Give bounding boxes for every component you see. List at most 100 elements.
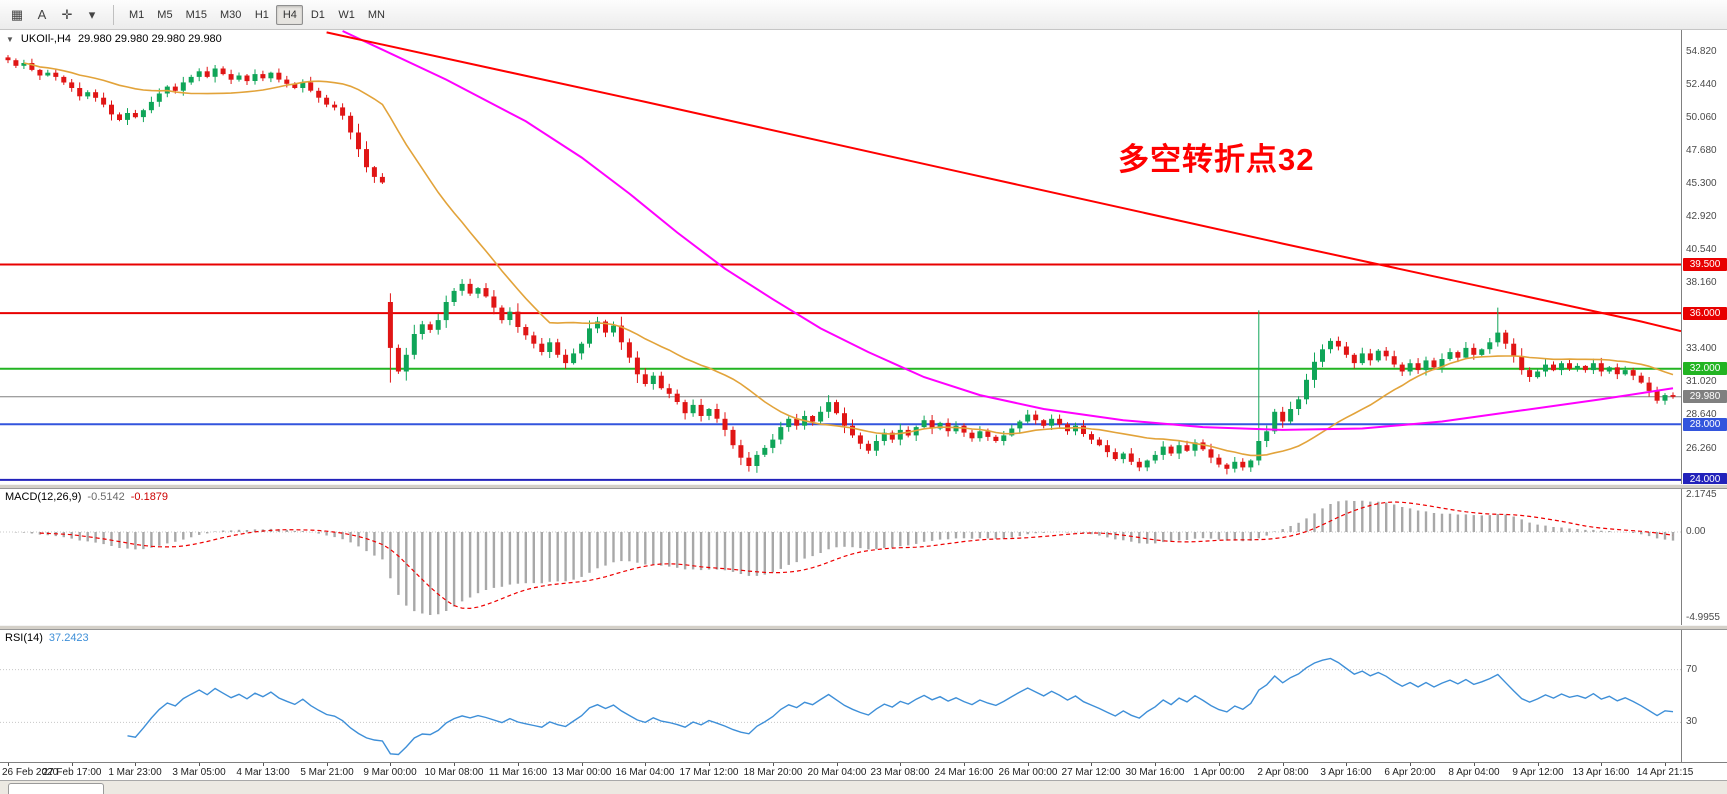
time-axis-label: 18 Mar 20:00: [743, 767, 803, 778]
time-axis-label: 6 Apr 20:00: [1384, 767, 1436, 778]
crosshair-icon[interactable]: ✛: [61, 6, 73, 22]
price-chart-canvas[interactable]: [0, 30, 1681, 484]
time-axis-label: 27 Mar 12:00: [1061, 767, 1121, 778]
time-axis-label: 26 Mar 00:00: [998, 767, 1058, 778]
price-axis-label: 52.440: [1686, 79, 1717, 90]
chart-annotation[interactable]: 多空转折点32: [1118, 142, 1315, 177]
timeframe-button-M15[interactable]: M15: [185, 8, 207, 21]
macd-signal-value: -0.1879: [130, 491, 169, 503]
time-tick: [837, 763, 838, 766]
time-axis[interactable]: 26 Feb 2020 27 Feb 17:00 1 Mar 23:00 3 Mar …: [0, 762, 1727, 780]
rsi-title: RSI(14) 37.2423: [5, 632, 89, 644]
time-tick: [518, 763, 519, 766]
price-axis-label: 50.060: [1686, 112, 1717, 123]
macd-main-value: -0.5142: [87, 491, 125, 503]
time-axis-label: 14 Apr 21:15: [1636, 767, 1694, 778]
rsi-axis-label: 70: [1686, 664, 1698, 675]
time-axis-label: 11 Mar 16:00: [488, 767, 548, 778]
price-badge-39.500: 39.500: [1683, 258, 1727, 271]
time-axis-label: 13 Mar 00:00: [552, 767, 612, 778]
time-axis-label: 23 Mar 08:00: [870, 767, 930, 778]
letter-a-tool-icon[interactable]: A: [37, 7, 47, 22]
time-tick: [1474, 763, 1475, 766]
red-trendline[interactable]: [326, 31, 1681, 333]
time-tick: [263, 763, 264, 766]
time-axis-label: 9 Apr 12:00: [1512, 767, 1564, 778]
panel-divider-rsi[interactable]: [0, 625, 1727, 630]
price-axis-label: 38.160: [1686, 277, 1717, 288]
time-tick: [645, 763, 646, 766]
ma-slow-line: [342, 30, 1674, 431]
toolbar-separator: [113, 4, 114, 25]
macd-axis-label: 0.00: [1686, 526, 1706, 537]
time-tick: [1219, 763, 1220, 766]
time-axis-label: 4 Mar 13:00: [236, 767, 290, 778]
time-tick: [135, 763, 136, 766]
time-axis-label: 16 Mar 04:00: [615, 767, 675, 778]
timeframe-group: M1 M5 M15 M30 H1 H4 D1 W1 MN: [123, 4, 391, 25]
time-tick: [964, 763, 965, 766]
price-badge-36.000: 36.000: [1683, 307, 1727, 320]
timeframe-button-MN[interactable]: MN: [367, 8, 385, 21]
timeframe-button-H4[interactable]: H4: [276, 4, 304, 25]
toolbar: ▦ A ✛ ▾ M1 M5 M15 M30 H1 H4 D1 W1 MN: [0, 0, 1727, 30]
timeframe-button-H1[interactable]: H1: [254, 8, 269, 21]
rsi-axis[interactable]: 70 30: [1681, 630, 1727, 762]
time-tick: [390, 763, 391, 766]
panel-divider-macd[interactable]: [0, 484, 1727, 489]
time-tick: [1091, 763, 1092, 766]
chart-tab-bar: [0, 780, 1727, 794]
rsi-panel[interactable]: RSI(14) 37.2423 70 30: [0, 630, 1727, 762]
time-axis-label: 1 Mar 23:00: [108, 767, 162, 778]
price-axis-label: 42.920: [1686, 211, 1717, 222]
macd-axis-label: 2.1745: [1686, 489, 1717, 500]
price-axis-label: 54.820: [1686, 46, 1717, 57]
price-axis-label: 47.680: [1686, 145, 1717, 156]
time-axis-label: 3 Apr 16:00: [1320, 767, 1372, 778]
price-axis[interactable]: 54.820 52.440 50.060 47.680 45.300 42.920 40.5…: [1681, 30, 1727, 486]
time-tick: [1410, 763, 1411, 766]
rsi-label: RSI(14): [5, 632, 43, 644]
time-axis-label: 10 Mar 08:00: [424, 767, 484, 778]
macd-histogram: [14, 500, 1675, 615]
price-badge-29.980: 29.980: [1683, 390, 1727, 403]
time-axis-label: 5 Mar 21:00: [300, 767, 354, 778]
time-tick: [1028, 763, 1029, 766]
macd-axis-label: -4.9955: [1686, 612, 1720, 623]
dropdown-arrow-icon[interactable]: ▾: [88, 6, 96, 22]
toolbar-icon-group: ▦ A ✛ ▾: [5, 4, 104, 26]
macd-label: MACD(12,26,9): [5, 491, 82, 503]
time-axis-label: 3 Mar 05:00: [172, 767, 226, 778]
rsi-canvas[interactable]: [0, 630, 1681, 762]
macd-panel[interactable]: MACD(12,26,9) -0.5142 -0.1879 2.1745 0.00…: [0, 489, 1727, 625]
one-click-trading-icon[interactable]: ▼: [6, 34, 14, 44]
time-axis-label: 26 Feb 2020: [2, 767, 59, 778]
macd-canvas[interactable]: [0, 489, 1681, 625]
price-axis-label: 40.540: [1686, 244, 1717, 255]
hlines-layer: [0, 263, 1681, 481]
time-tick: [1155, 763, 1156, 766]
timeframe-button-M1[interactable]: M1: [129, 8, 145, 21]
price-axis-label: 26.260: [1686, 443, 1717, 454]
time-axis-label: 1 Apr 00:00: [1193, 767, 1245, 778]
rsi-axis-label: 30: [1686, 716, 1698, 727]
price-axis-label: 33.400: [1686, 343, 1717, 354]
timeframe-button-W1[interactable]: W1: [338, 8, 355, 21]
rsi-value: 37.2423: [48, 632, 89, 644]
ma-fast-line: [23, 62, 1674, 457]
macd-axis[interactable]: 2.1745 0.00 -4.9955: [1681, 489, 1727, 625]
time-axis-label: 27 Feb 17:00: [42, 767, 102, 778]
timeframe-button-D1[interactable]: D1: [310, 8, 325, 21]
price-chart-panel[interactable]: ▼ UKOIl-,H4 29.980 29.980 29.980 29.980 …: [0, 30, 1727, 486]
time-tick: [8, 763, 9, 766]
time-tick: [1665, 763, 1666, 766]
time-axis-label: 24 Mar 16:00: [934, 767, 994, 778]
grid-icon[interactable]: ▦: [10, 6, 24, 22]
timeframe-button-M30[interactable]: M30: [219, 8, 242, 21]
time-tick: [1283, 763, 1284, 766]
time-tick: [327, 763, 328, 766]
timeframe-button-M5[interactable]: M5: [157, 8, 173, 21]
time-tick: [1601, 763, 1602, 766]
time-tick: [709, 763, 710, 766]
chart-tab[interactable]: [8, 783, 104, 794]
